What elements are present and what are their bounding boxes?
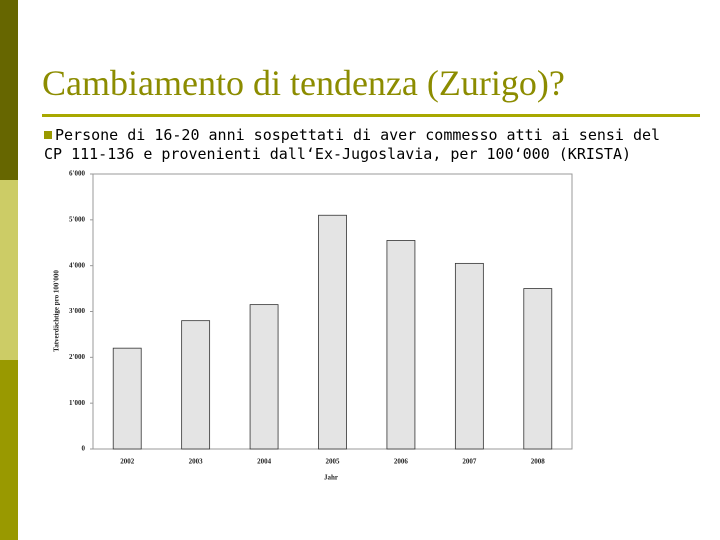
y-tick-label: 6'000 (69, 170, 85, 178)
x-tick-label: 2004 (257, 458, 272, 466)
side-strip (0, 180, 18, 360)
bullet-item: Persone di 16-20 anni sospettati di aver… (44, 126, 674, 164)
bar (386, 240, 416, 450)
y-tick-label: 1'000 (69, 399, 85, 407)
y-tick-label: 0 (82, 445, 86, 453)
x-tick-label: 2002 (120, 458, 135, 466)
bullet-marker (44, 131, 52, 139)
x-tick-label: 2008 (531, 458, 546, 466)
side-strip (0, 360, 18, 540)
y-tick-label: 4'000 (69, 261, 85, 269)
x-tick-label: 2006 (394, 458, 409, 466)
y-axis-label: Tatverdächtige pro 100'000 (53, 270, 61, 352)
y-tick-label: 5'000 (69, 215, 85, 223)
side-strip (0, 0, 18, 180)
x-axis-label: Jahr (324, 474, 338, 482)
y-tick-label: 3'000 (69, 307, 85, 315)
x-tick-label: 2003 (189, 458, 204, 466)
bullet-text: Persone di 16-20 anni sospettati di aver… (44, 126, 661, 163)
slide-title: Cambiamento di tendenza (Zurigo)? (42, 63, 565, 103)
title-rule (42, 114, 700, 117)
bar (523, 288, 553, 450)
x-tick-label: 2007 (462, 458, 477, 466)
bar (249, 304, 279, 450)
bar (318, 214, 347, 450)
bar (112, 347, 142, 450)
x-tick-label: 2005 (326, 458, 341, 466)
bar (181, 320, 211, 450)
bar (454, 262, 484, 450)
y-tick-label: 2'000 (69, 353, 85, 361)
